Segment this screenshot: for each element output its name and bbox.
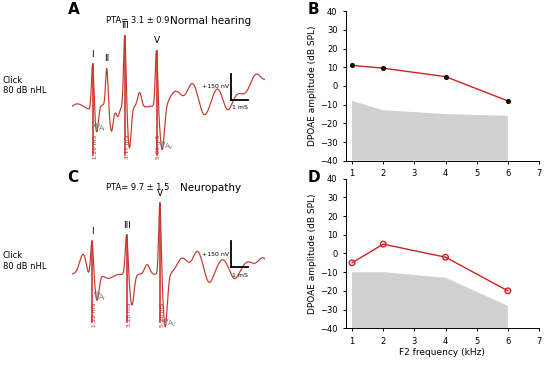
Text: V: V: [157, 189, 163, 198]
Text: Click
80 dB nHL: Click 80 dB nHL: [3, 76, 46, 95]
Text: +150 nV: +150 nV: [202, 84, 229, 90]
Polygon shape: [352, 101, 508, 161]
Point: [348, 260, 356, 266]
Text: III: III: [123, 220, 130, 229]
Text: I: I: [91, 50, 94, 59]
Text: I: I: [91, 227, 94, 236]
Text: PTA= 3.1 ± 0.9: PTA= 3.1 ± 0.9: [106, 16, 169, 25]
Text: Normal hearing: Normal hearing: [170, 16, 251, 26]
Text: A: A: [68, 2, 79, 17]
Polygon shape: [352, 272, 508, 328]
Text: PTA= 9.7 ± 1.5: PTA= 9.7 ± 1.5: [106, 183, 169, 192]
Text: C: C: [68, 170, 79, 185]
Text: A$_I$: A$_I$: [98, 124, 106, 134]
Text: V: V: [153, 37, 160, 46]
Text: II: II: [104, 54, 109, 63]
Text: 1 mS: 1 mS: [232, 105, 248, 110]
Text: A$_V$: A$_V$: [167, 319, 177, 329]
Text: Click
80 dB nHL: Click 80 dB nHL: [3, 251, 46, 271]
Text: 3.28 mS: 3.28 mS: [126, 302, 131, 326]
Point: [379, 65, 388, 71]
Text: 3.17 mS: 3.17 mS: [125, 135, 130, 159]
X-axis label: F2 frequency (kHz): F2 frequency (kHz): [399, 181, 485, 190]
Text: +150 nV: +150 nV: [202, 252, 229, 257]
Text: Neuropathy: Neuropathy: [180, 183, 241, 193]
Point: [348, 62, 356, 68]
Point: [441, 254, 450, 260]
Text: 5.26 mS: 5.26 mS: [160, 302, 165, 326]
Y-axis label: DPOAE amplitude (dB SPL): DPOAE amplitude (dB SPL): [308, 26, 317, 146]
Text: 1.22 mS: 1.22 mS: [92, 302, 97, 326]
Point: [503, 98, 512, 104]
X-axis label: F2 frequency (kHz): F2 frequency (kHz): [399, 348, 485, 357]
Text: D: D: [307, 170, 320, 185]
Point: [503, 288, 512, 294]
Text: 5.06 mS: 5.06 mS: [157, 135, 162, 159]
Text: 1.26 mS: 1.26 mS: [92, 135, 98, 159]
Text: A$_V$: A$_V$: [163, 142, 174, 152]
Text: 1 mS: 1 mS: [232, 273, 248, 278]
Text: B: B: [307, 2, 319, 17]
Y-axis label: DPOAE amplitude (dB SPL): DPOAE amplitude (dB SPL): [308, 193, 317, 314]
Point: [379, 241, 388, 247]
Text: III: III: [121, 21, 129, 30]
Text: A$_I$: A$_I$: [98, 292, 107, 303]
Point: [441, 73, 450, 79]
